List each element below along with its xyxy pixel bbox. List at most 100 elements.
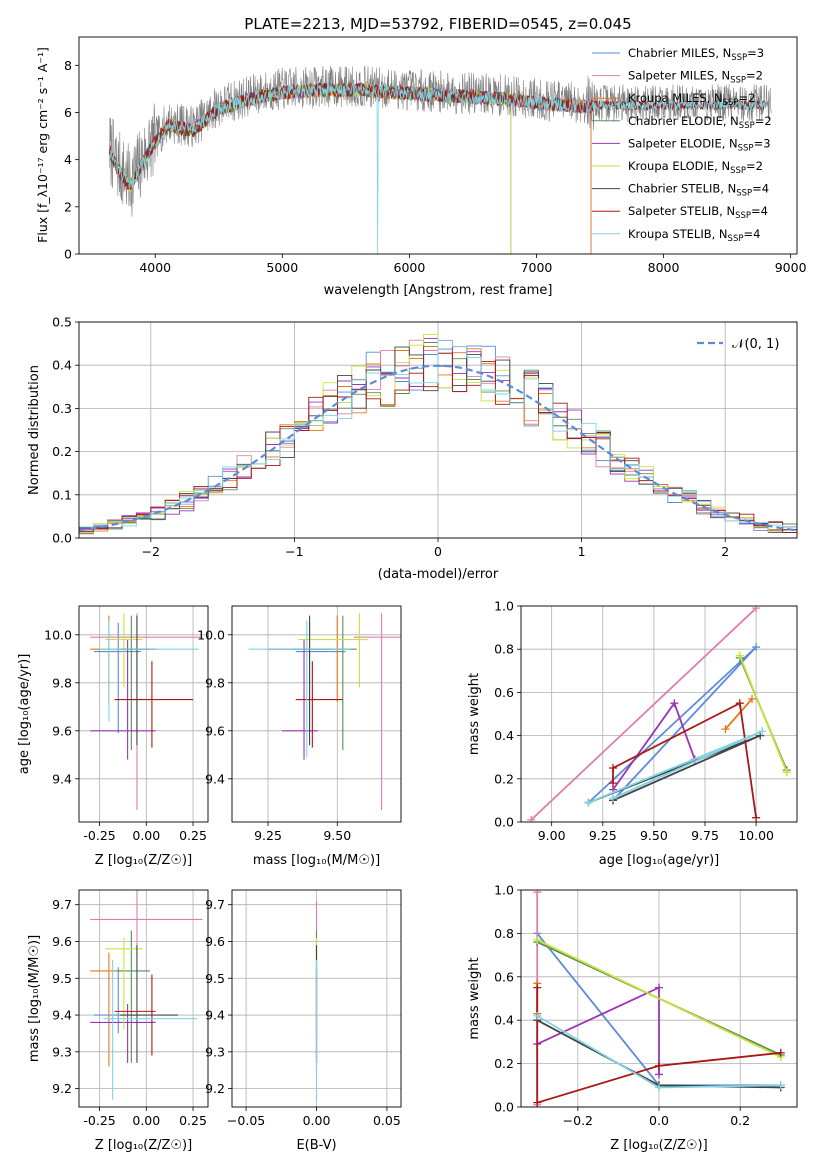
x-tick-label: 7000 <box>521 260 553 275</box>
legend-entry-kroupa-stelib: Kroupa STELIB, NSSP=4 <box>628 227 760 244</box>
data-point <box>584 798 593 807</box>
y-tick-label: 0.2 <box>494 1056 514 1071</box>
normal-curve <box>79 364 797 532</box>
y-tick-label: 0.1 <box>52 487 72 502</box>
y-tick-label: 0.2 <box>52 444 72 459</box>
data-point <box>758 727 767 736</box>
y-tick-label: 9.7 <box>52 897 72 912</box>
x-tick-label: 0.2 <box>730 1113 750 1128</box>
data-point <box>735 699 744 708</box>
age-vs-mass-panel: 9.25 9.50 9.4 9.6 9.8 10.0 mass [log₁₀(M/M☉)] <box>197 605 402 868</box>
axes-frame <box>78 605 209 823</box>
x-tick-label: 4000 <box>139 260 171 275</box>
errorbar-kroupa-miles <box>90 615 124 702</box>
series-salpeter-stelib <box>609 699 761 822</box>
x-tick-label: 0.05 <box>373 1113 401 1128</box>
y-tick-label: 9.4 <box>52 771 72 786</box>
y-tick-label: 0 <box>64 247 72 262</box>
y-tick-label: 9.3 <box>52 1044 72 1059</box>
data-point <box>752 813 761 822</box>
x-tick-label: 5000 <box>266 260 298 275</box>
errorbar-salpeter-miles <box>353 613 401 810</box>
data-point <box>782 768 791 777</box>
legend-entry-chabrier-elodie: Chabrier ELODIE, NSSP=2 <box>628 114 772 131</box>
legend-entry-chabrier-miles: Chabrier MILES, NSSP=3 <box>628 46 764 63</box>
data-point <box>748 694 757 703</box>
errorbar-kroupa-miles <box>90 952 124 1067</box>
data-point <box>609 764 617 772</box>
y-axis-label: age [log₁₀(age/yr)] <box>17 654 32 775</box>
errorbar-kroupa-stelib <box>103 959 197 1100</box>
x-tick-label: 10.00 <box>738 828 774 843</box>
x-tick-label: 9000 <box>775 260 807 275</box>
y-tick-label: 0.6 <box>494 969 514 984</box>
x-axis-label: Z [log₁₀(Z/Z☉)] <box>610 1138 707 1153</box>
x-axis-label: Z [log₁₀(Z/Z☉)] <box>95 853 192 868</box>
plot-area <box>109 65 772 254</box>
age-vs-metallicity-panel: -0.25 0.00 0.25 9.4 9.6 9.8 10.0 Z [log₁₀(Z/Z☉)… <box>17 605 209 868</box>
x-tick-label: 0.25 <box>179 1113 207 1128</box>
x-axis-label: Z [log₁₀(Z/Z☉)] <box>95 1138 192 1153</box>
y-tick-label: 0.0 <box>52 531 72 546</box>
y-tick-label: 4 <box>64 152 72 167</box>
y-axis-label: Normed distribution <box>27 365 42 495</box>
x-tick-label: 0.00 <box>132 1113 160 1128</box>
legend-entry-kroupa-elodie: Kroupa ELODIE, NSSP=2 <box>628 159 763 176</box>
y-tick-label: 9.2 <box>52 1081 72 1096</box>
data-point <box>527 815 536 822</box>
model-spectrum-kroupa-stelib <box>109 81 766 254</box>
series-salpeter-stelib <box>533 983 785 1107</box>
errorbar-kroupa-elodie <box>105 613 143 688</box>
y-tick-label: 9.6 <box>52 723 72 738</box>
y-tick-label: 10.0 <box>44 627 72 642</box>
y-tick-label: 0.5 <box>52 315 72 330</box>
grid-lines <box>79 890 208 1107</box>
axes-frame <box>520 889 798 1108</box>
series-chabrier-miles <box>584 643 761 807</box>
axes-frame <box>78 889 209 1108</box>
x-tick-label: −0.05 <box>227 1113 265 1128</box>
errorbar-chabrier-elodie <box>116 930 151 1063</box>
legend-entry-salpeter-elodie: Salpeter ELODIE, NSSP=3 <box>628 136 771 153</box>
x-tick-label: 0.0 <box>649 1113 669 1128</box>
massweight-vs-metallicity-panel: −0.2 0.0 0.2 0.0 0.2 0.4 0.6 0.8 1.0 Z [log₁₀(Z/Z… <box>467 883 798 1153</box>
series-salpeter-miles <box>527 606 761 822</box>
axes-frame <box>78 321 798 539</box>
figure-title: PLATE=2213, MJD=53792, FIBERID=0545, z=0… <box>244 15 631 33</box>
y-tick-label: 9.4 <box>205 771 225 786</box>
x-tick-label: 9.25 <box>589 828 617 843</box>
x-axis-label: wavelength [Angstrom, rest frame] <box>324 283 553 298</box>
y-tick-label: 0.4 <box>494 728 514 743</box>
legend-entry-salpeter-stelib: Salpeter STELIB, NSSP=4 <box>628 204 768 221</box>
errorbar-chabrier-stelib <box>120 945 179 1063</box>
y-tick-label: 0.6 <box>494 685 514 700</box>
errorbar-kroupa-stelib <box>99 620 199 722</box>
errorbar-salpeter-stelib <box>295 661 343 748</box>
y-axis-label: mass weight <box>467 673 482 755</box>
errorbar-salpeter-miles <box>90 890 203 957</box>
plot-area <box>533 890 785 1107</box>
y-axis-label: mass [log₁₀(M/M☉)] <box>27 935 42 1062</box>
legend-entry-normal: 𝒩(0, 1) <box>732 337 779 352</box>
x-tick-label: 2 <box>721 544 729 559</box>
data-point <box>609 779 617 788</box>
y-tick-label: 10.0 <box>197 627 225 642</box>
data-point <box>533 935 542 944</box>
axes-frame <box>520 605 798 823</box>
mass-vs-extinction-panel: −0.05 0.00 0.05 9.2 9.3 9.4 9.5 9.6 9.7 E(B-V) <box>205 889 402 1153</box>
y-tick-label: 9.5 <box>205 971 225 986</box>
residual-histogram-panel: −2 −1 0 1 2 0.0 0.1 0.2 0.3 0.4 0.5 𝒩(0, 1) (data-mo… <box>27 315 798 582</box>
y-tick-label: 0.3 <box>52 401 72 416</box>
y-tick-label: 1.0 <box>494 883 514 898</box>
y-tick-label: 8 <box>64 58 72 73</box>
axes-frame <box>78 36 798 255</box>
spectrum-legend: Chabrier MILES, NSSP=3 Salpeter MILES, NS… <box>592 46 772 244</box>
y-tick-label: 0.4 <box>494 1013 514 1028</box>
spectrum-panel: 4000 5000 6000 7000 8000 9000 0 2 4 6 8 Chabrier MI… <box>35 36 807 298</box>
y-axis-label: mass weight <box>467 957 482 1039</box>
x-tick-label: 6000 <box>394 260 426 275</box>
x-tick-label: 9.50 <box>640 828 668 843</box>
errorbar-kroupa-elodie <box>105 937 143 1030</box>
data-point <box>752 606 761 613</box>
